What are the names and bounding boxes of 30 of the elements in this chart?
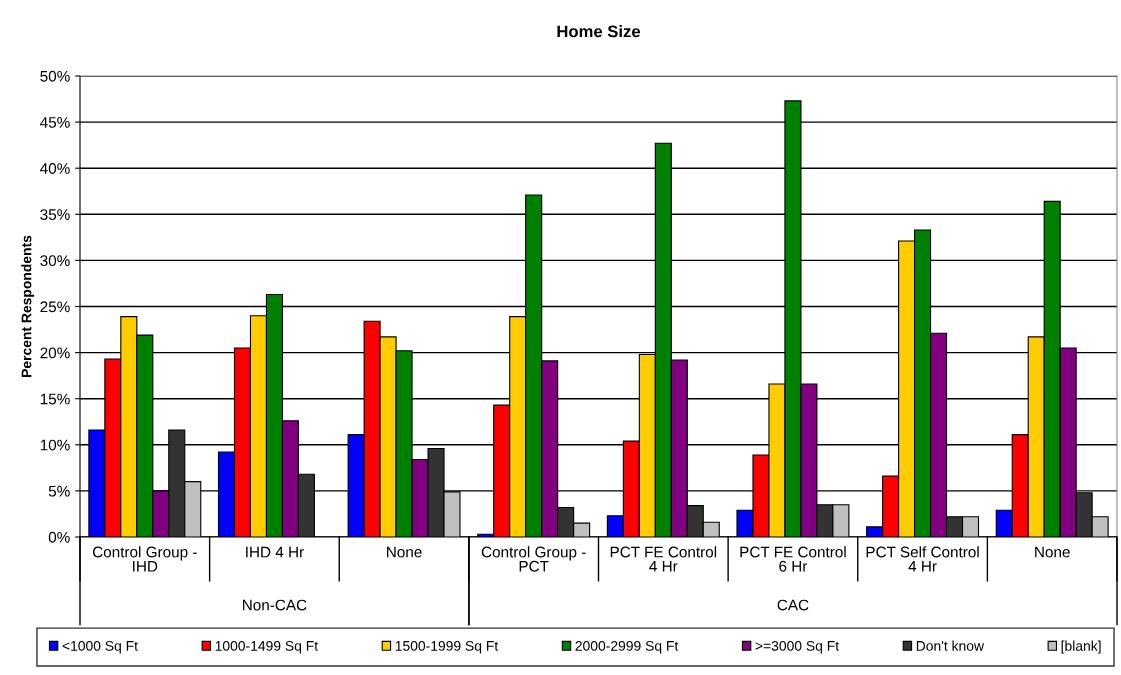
legend-label: [blank] [1061,640,1101,654]
x-tick-label: PCT Self Control 4 Hr [866,546,979,572]
y-tick-label: 5% [48,485,70,497]
y-tick-label: 0% [48,531,70,543]
y-tick-label: 20% [40,347,70,359]
text: Non-CAC [243,599,307,611]
legend-label: Don't know [916,640,985,651]
y-tick-label: 25% [40,301,70,313]
y-tick-label: 45% [40,117,70,128]
x-tick-label: PCT FE Control 6 Hr [740,546,846,572]
y-axis-title: Percent Respondents [21,235,35,377]
x-tick-label: Control Group - IHD [92,546,197,572]
legend-label: <1000 Sq Ft [62,640,138,654]
legend-label: 1500-1999 Sq Ft [395,640,499,654]
x-tick-label: Control Group - PCT [481,546,586,572]
legend-label: 1000-1499 Sq Ft [215,640,318,654]
legend-label: >=3000 Sq Ft [755,640,839,654]
y-tick-label: 30% [40,255,70,267]
x-tick-label: IHD 4 Hr [246,546,304,558]
x-tick-label: PCT FE Control 4 Hr [610,546,717,572]
x-tick-label: None [1035,546,1070,558]
y-tick-label: 50% [40,70,70,82]
y-tick-label: 10% [40,439,70,451]
text: CAC [777,599,809,611]
chart-title: Home Size [557,25,641,38]
y-tick-label: 40% [40,163,70,174]
legend-label: 2000-2999 Sq Ft [575,640,679,654]
y-tick-label: 35% [40,209,70,220]
y-tick-label: 15% [40,393,70,405]
x-tick-label: None [387,546,422,558]
